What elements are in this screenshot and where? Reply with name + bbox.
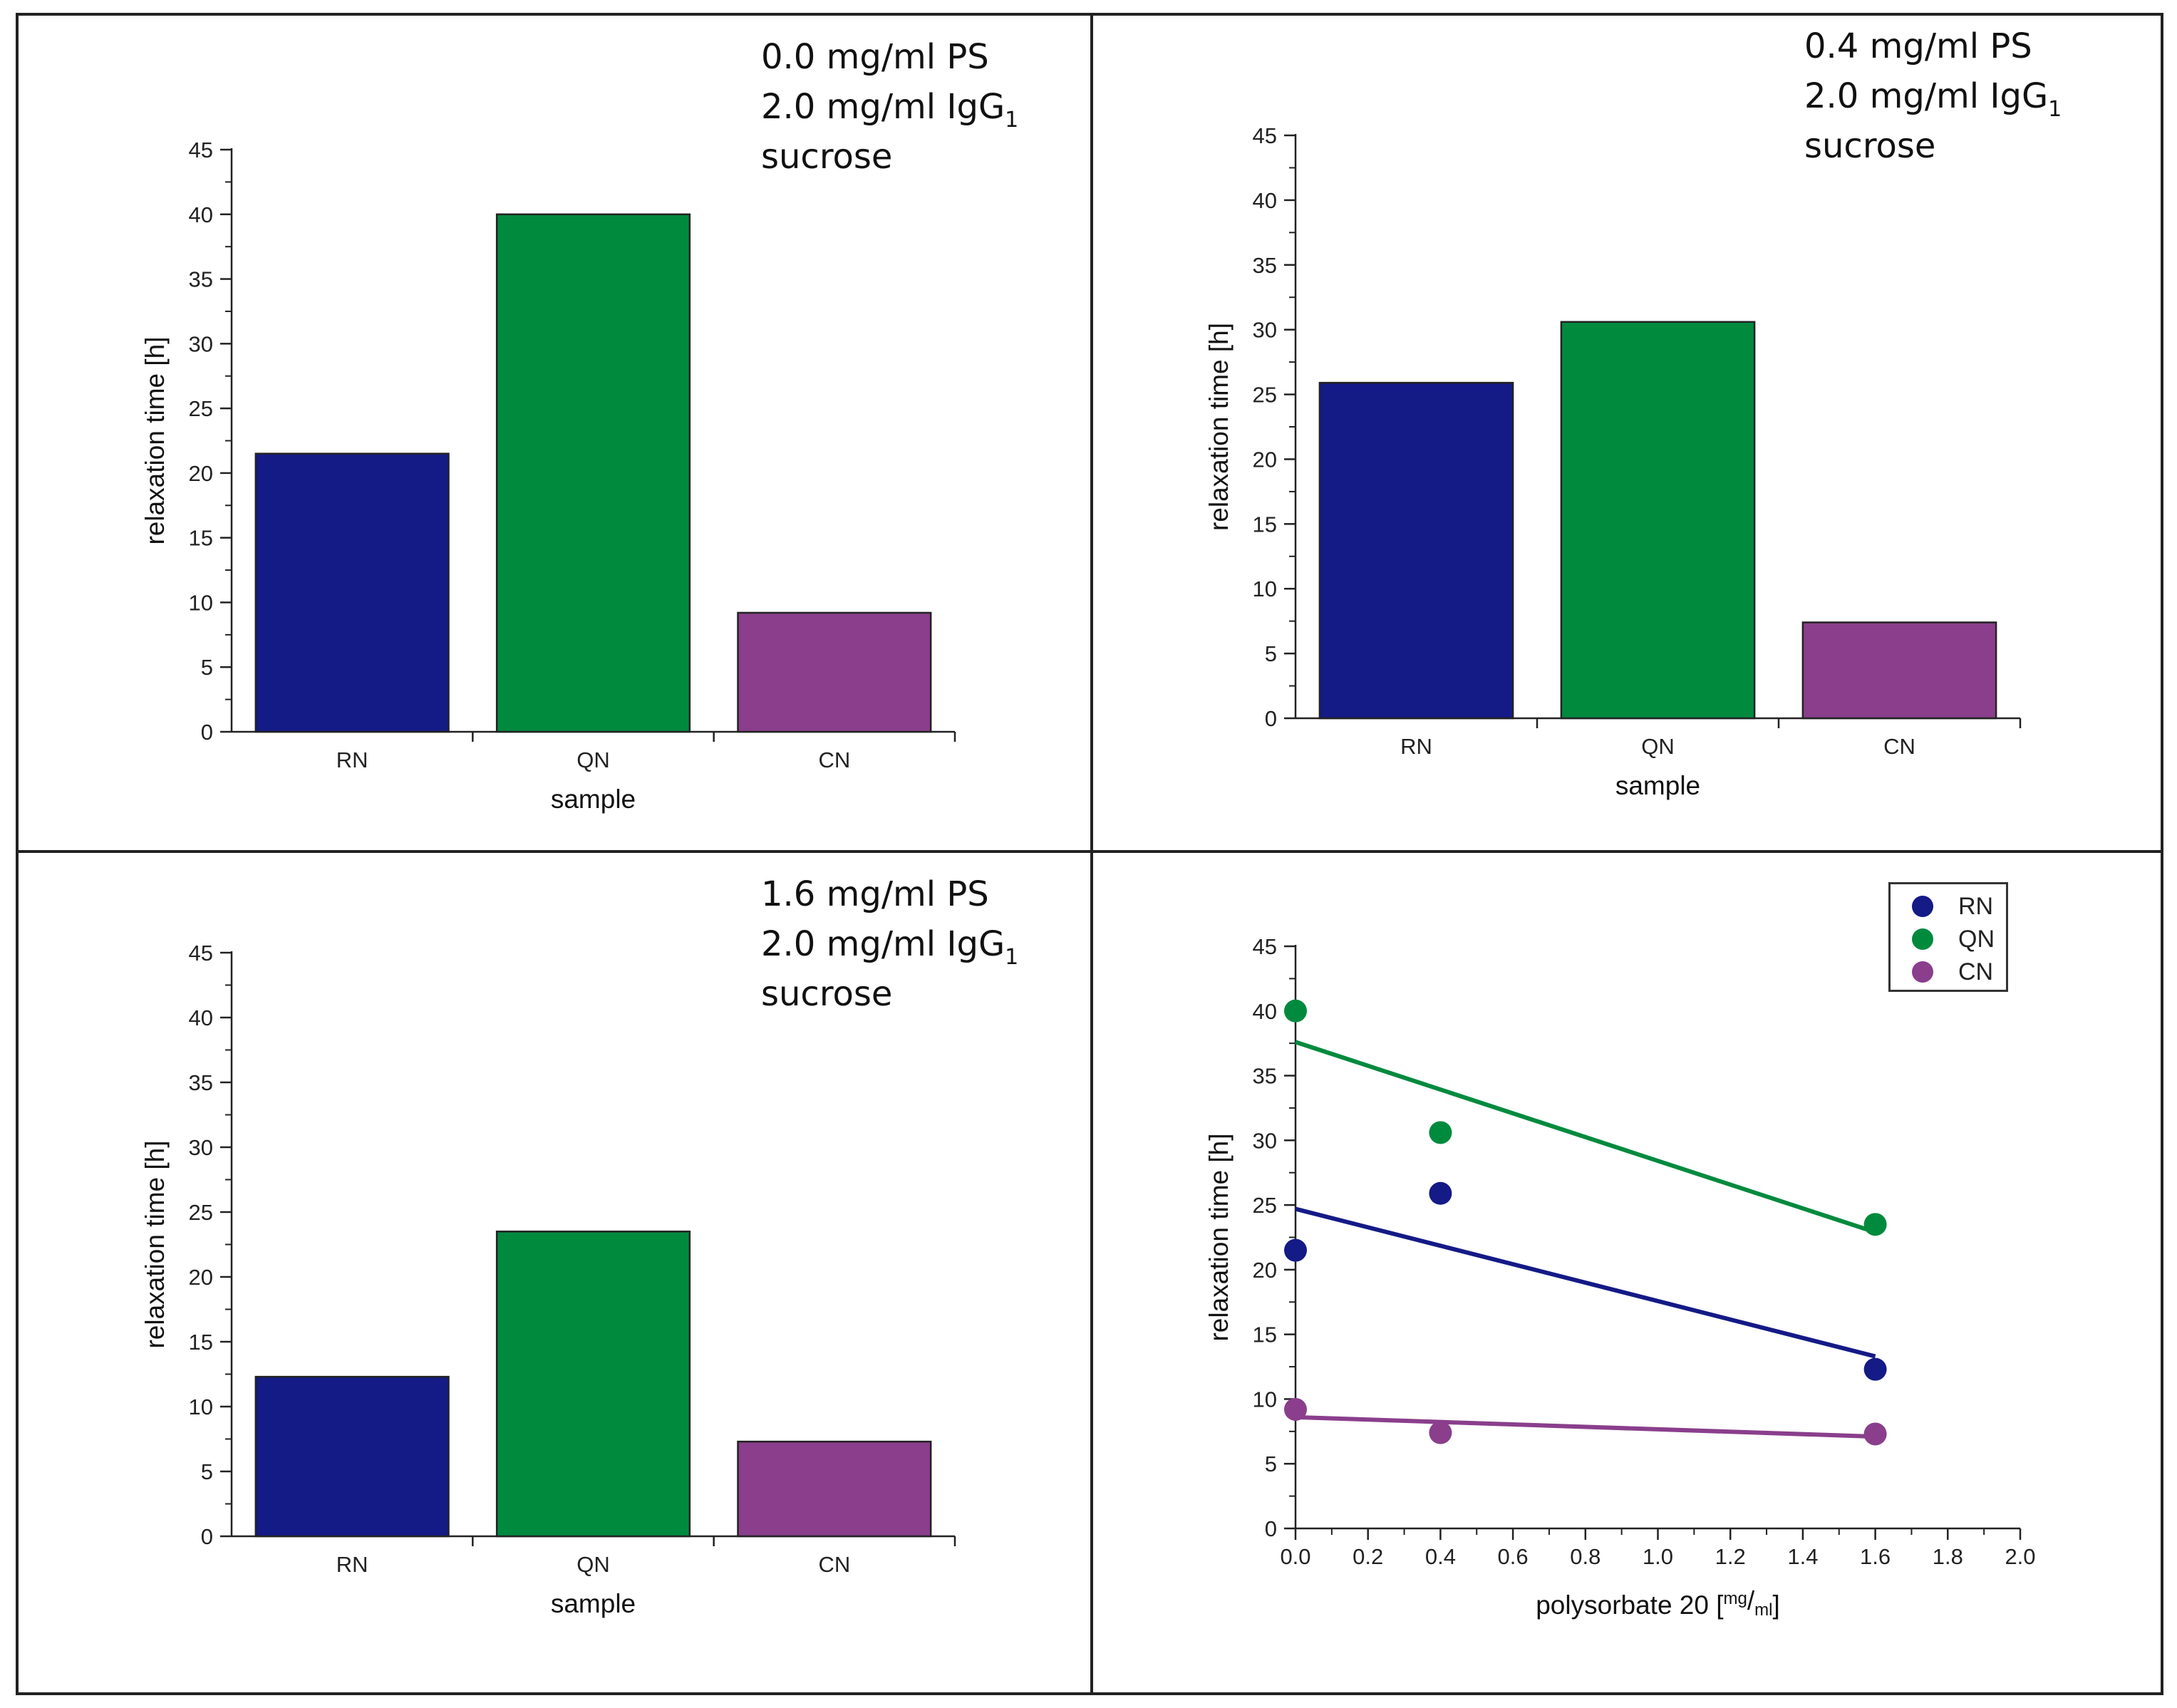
legend-marker-qn xyxy=(1912,928,1933,950)
scatter-legend: RN QN CN xyxy=(1888,882,2008,992)
legend-item-rn: RN xyxy=(1891,890,2006,921)
panel2-ps-label: 0.4 mg/ml PS xyxy=(1804,26,2032,66)
panel2-conditions: 0.4 mg/ml PS 2.0 mg/ml IgG1 sucrose xyxy=(1804,21,2062,171)
panel1-igg-label: 2.0 mg/ml IgG1 xyxy=(761,87,1019,133)
legend-label-qn: QN xyxy=(1958,926,1995,953)
panel3-ps-label: 1.6 mg/ml PS xyxy=(761,874,989,914)
panel2-igg-label: 2.0 mg/ml IgG1 xyxy=(1804,76,2062,122)
legend-marker-cn xyxy=(1912,961,1933,983)
legend-item-cn: CN xyxy=(1891,956,2006,987)
panel3-igg-label: 2.0 mg/ml IgG1 xyxy=(761,924,1019,970)
legend-marker-rn xyxy=(1912,896,1933,917)
legend-label-cn: CN xyxy=(1958,958,1994,985)
panel2-sugar-label: sucrose xyxy=(1804,126,1936,166)
panel1-ps-label: 0.0 mg/ml PS xyxy=(761,37,989,77)
panel1-conditions: 0.0 mg/ml PS 2.0 mg/ml IgG1 sucrose xyxy=(761,32,1018,182)
panel3-sugar-label: sucrose xyxy=(761,974,893,1014)
legend-item-qn: QN xyxy=(1891,923,2006,954)
panel1-sugar-label: sucrose xyxy=(761,137,893,177)
panel3-conditions: 1.6 mg/ml PS 2.0 mg/ml IgG1 sucrose xyxy=(761,869,1018,1019)
legend-label-rn: RN xyxy=(1958,893,1994,920)
